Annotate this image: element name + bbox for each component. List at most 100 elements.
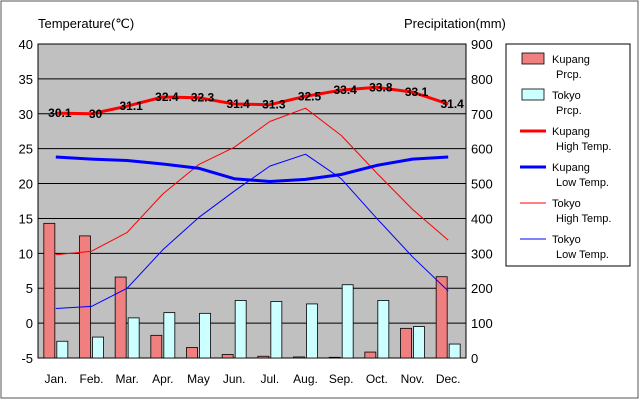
left-axis-title: Temperature(℃): [38, 16, 134, 31]
kupang-precip-bar: [257, 355, 270, 359]
legend-label: Low Temp.: [556, 249, 609, 261]
temperature-tick-label: 15: [19, 211, 33, 226]
plot-area: [37, 43, 467, 359]
month-label: Oct.: [366, 372, 388, 386]
month-label: May: [187, 372, 210, 386]
kupang-high-value-label: 31.3: [262, 98, 286, 112]
precipitation-tick-label: 900: [471, 37, 493, 52]
legend-swatch: [521, 88, 545, 101]
month-label: Jul.: [260, 372, 279, 386]
kupang-high-value-label: 31.4: [440, 97, 464, 111]
temperature-tick-label: 40: [19, 37, 33, 52]
precipitation-tick-label: 200: [471, 281, 493, 296]
tokyo-precip-bar: [56, 340, 69, 359]
tokyo-high-temp-line: [55, 107, 449, 256]
legend: [505, 43, 631, 267]
legend-label: High Temp.: [556, 213, 611, 225]
kupang-high-value-labels: 30.1 30 31.1 32.4 32.3 31.4 31.3 32.5 33.4 33.8 33…: [48, 80, 464, 121]
month-label: Dec.: [436, 372, 461, 386]
tokyo-precip-bar: [448, 343, 461, 359]
temperature-tick-label: 20: [19, 177, 33, 192]
kupang-high-temp-line: [55, 85, 449, 116]
tokyo-precip-bar: [341, 284, 354, 359]
month-label: Sep.: [329, 372, 354, 386]
kupang-precip-bar: [186, 347, 198, 359]
temperature-tick-label: 0: [26, 316, 33, 331]
tokyo-precip-bar: [413, 326, 425, 359]
kupang-high-value-label: 31.4: [226, 97, 250, 111]
month-label: Jun.: [223, 372, 246, 386]
tokyo-precip-bar: [234, 300, 247, 359]
precipitation-tick-label: 600: [471, 142, 493, 157]
precipitation-bars: [43, 222, 461, 359]
kupang-precip-bar: [221, 354, 234, 359]
tokyo-precip-bar: [199, 312, 211, 359]
tokyo-precip-bar: [270, 301, 283, 359]
legend-label: Kupang: [552, 54, 590, 66]
right-axis-title: Precipitation(mm): [404, 16, 506, 31]
month-axis: Jan. Feb. Mar. Apr. May Jun. Jul. Aug. Sep. Oct. N…: [44, 372, 460, 386]
tokyo-precip-bar: [306, 303, 318, 359]
legend-label: Kupang: [552, 162, 590, 174]
month-label: Feb.: [79, 372, 103, 386]
precipitation-tick-label: 100: [471, 316, 493, 331]
tokyo-precip-bar: [127, 317, 140, 359]
legend-label: Low Temp.: [556, 177, 609, 189]
kupang-low-temp-line: [55, 155, 449, 183]
month-label: Jan.: [44, 372, 67, 386]
precipitation-tick-label: 300: [471, 246, 493, 261]
tokyo-precip-bar: [92, 336, 104, 359]
kupang-high-value-label: 32.3: [191, 91, 215, 105]
kupang-precip-bar: [43, 222, 56, 359]
precipitation-tick-label: 800: [471, 72, 493, 87]
temperature-tick-label: 25: [19, 142, 33, 157]
tokyo-precip-bar: [377, 300, 390, 359]
legend-items: Kupang Prcp. Tokyo Prcp. Kupang High Temp. Kup…: [520, 52, 611, 261]
month-label: Nov.: [401, 372, 425, 386]
temperature-tick-label: 30: [19, 107, 33, 122]
kupang-precip-bar: [114, 276, 127, 359]
temperature-axis: -5 0 5 10 15 20 25 30 35 40: [19, 37, 33, 366]
legend-label: Tokyo: [552, 90, 581, 102]
kupang-precip-bar: [328, 356, 341, 359]
month-label: Mar.: [115, 372, 138, 386]
legend-tokyo-high: Tokyo High Temp.: [520, 198, 611, 225]
legend-swatch: [521, 52, 545, 65]
precipitation-tick-label: 0: [471, 351, 478, 366]
kupang-precip-bar: [150, 334, 163, 359]
temperature-tick-label: 5: [26, 281, 33, 296]
kupang-high-value-label: 32.5: [298, 89, 322, 103]
temperature-tick-label: 10: [19, 246, 33, 261]
precipitation-axis: 0 100 200 300 400 500 600 700 800 900: [471, 37, 493, 366]
legend-label: Tokyo: [552, 198, 581, 210]
temperature-tick-label: 35: [19, 72, 33, 87]
gridlines: [38, 78, 466, 324]
precipitation-tick-label: 500: [471, 177, 493, 192]
kupang-precip-bar: [364, 351, 377, 359]
kupang-high-value-label: 30: [89, 107, 103, 121]
precipitation-tick-label: 700: [471, 107, 493, 122]
legend-label: High Temp.: [556, 141, 611, 153]
kupang-precip-bar: [79, 235, 91, 359]
legend-tokyo-low: Tokyo Low Temp.: [520, 234, 609, 261]
legend-label: Prcp.: [556, 69, 582, 81]
kupang-high-value-label: 33.1: [405, 85, 429, 99]
legend-kupang-low: Kupang Low Temp.: [520, 162, 609, 189]
kupang-high-value-label: 33.4: [333, 83, 357, 97]
kupang-high-value-label: 33.8: [369, 80, 393, 94]
kupang-precip-bar: [435, 276, 448, 359]
month-label: Aug.: [293, 372, 318, 386]
temperature-lines: [55, 85, 449, 309]
legend-tokyo-precip: Tokyo Prcp.: [521, 88, 582, 117]
tokyo-precip-bar: [163, 312, 176, 359]
kupang-precip-bar: [293, 356, 305, 359]
kupang-high-value-label: 31.1: [119, 99, 143, 113]
precipitation-tick-label: 400: [471, 211, 493, 226]
legend-label: Kupang: [552, 126, 590, 138]
kupang-precip-bar: [400, 327, 412, 359]
legend-label: Tokyo: [552, 234, 581, 246]
kupang-high-value-label: 32.4: [155, 90, 179, 104]
legend-label: Prcp.: [556, 105, 582, 117]
